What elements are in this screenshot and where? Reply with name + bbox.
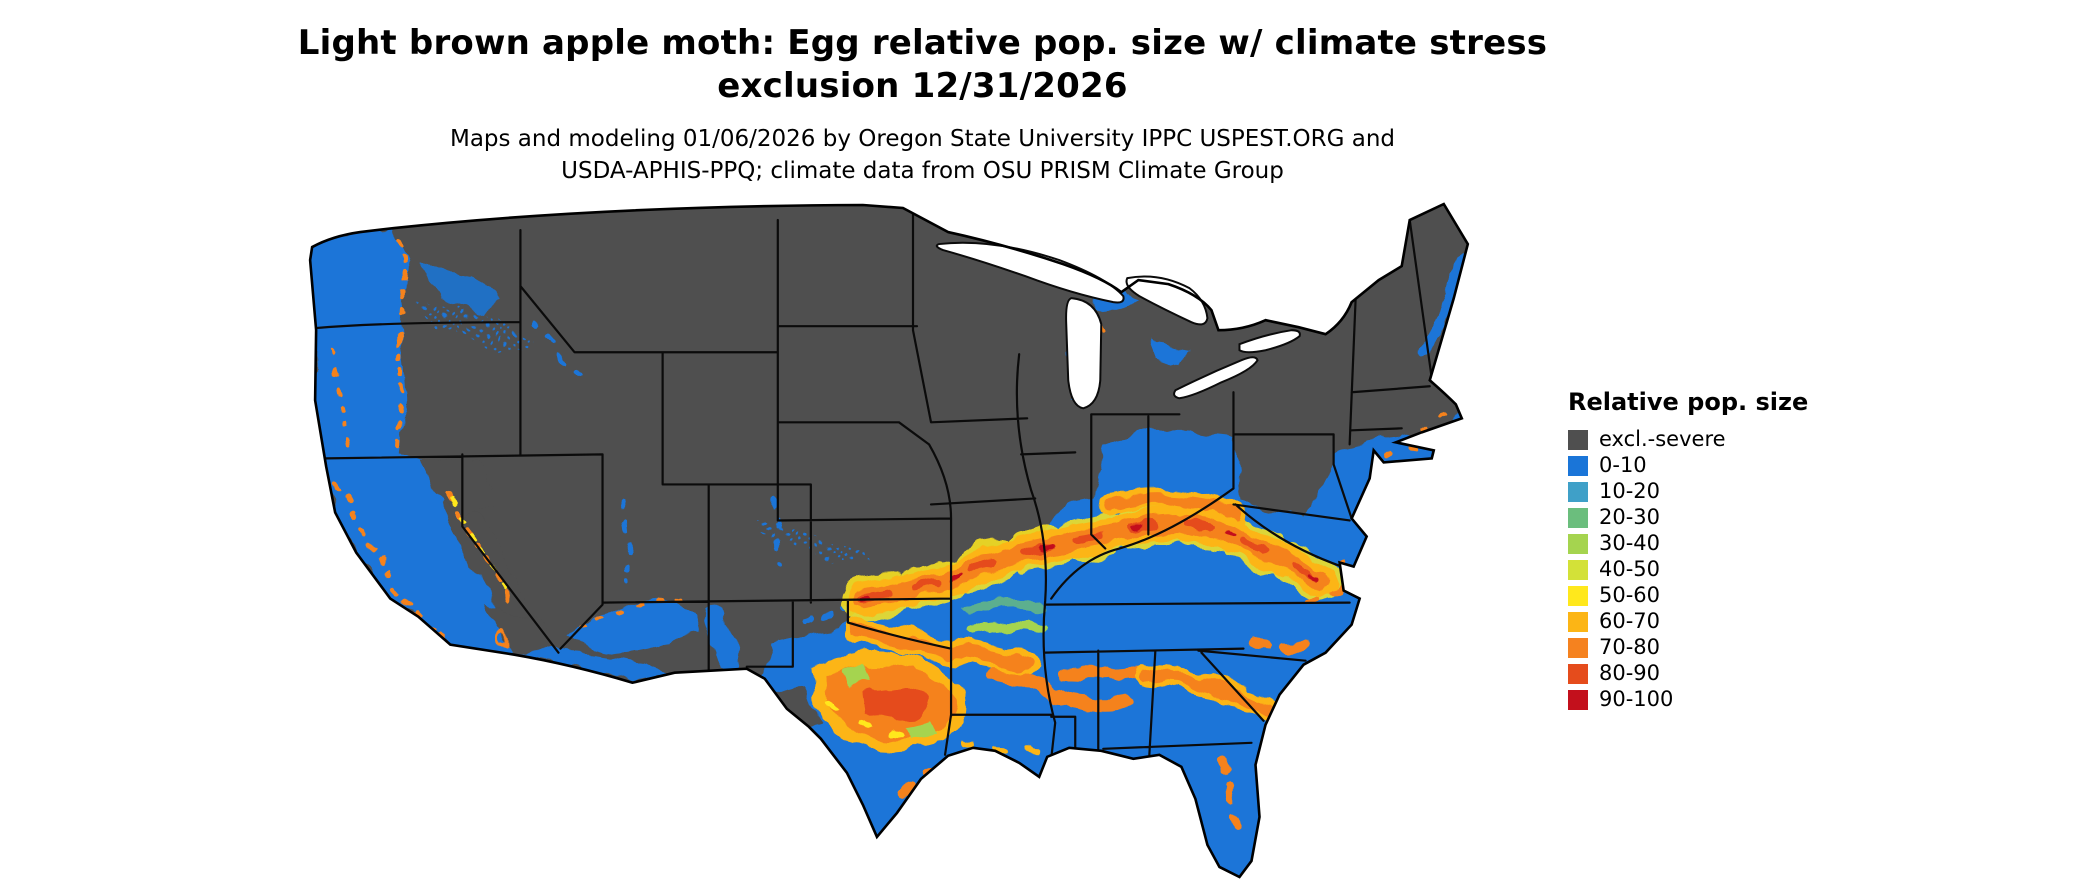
great-lakes xyxy=(935,241,1301,410)
figure-header: Light brown apple moth: Egg relative pop… xyxy=(0,22,1845,187)
legend-swatch xyxy=(1568,455,1588,476)
legend-swatch xyxy=(1568,507,1588,528)
subtitle-line-1: Maps and modeling 01/06/2026 by Oregon S… xyxy=(449,126,1396,152)
lake-erie xyxy=(1173,356,1259,400)
legend-swatch xyxy=(1568,429,1588,450)
legend-item: 80-90 xyxy=(1568,663,1808,684)
legend-label: 40-50 xyxy=(1599,557,1661,581)
legend-item: 50-60 xyxy=(1568,585,1808,606)
legend-item: 0-10 xyxy=(1568,455,1808,476)
legend-item: excl.-severe xyxy=(1568,429,1808,450)
lake-superior xyxy=(935,241,1125,304)
legend-label: 10-20 xyxy=(1599,479,1661,503)
legend-label: excl.-severe xyxy=(1599,427,1726,451)
state-borders xyxy=(313,206,1433,760)
legend-item: 30-40 xyxy=(1568,533,1808,554)
legend-label: 80-90 xyxy=(1599,661,1661,685)
figure-title: Light brown apple moth: Egg relative pop… xyxy=(0,22,1845,108)
map-legend: Relative pop. size excl.-severe 0-10 10-20… xyxy=(1568,388,1808,715)
legend-swatch xyxy=(1568,585,1588,606)
legend-item: 70-80 xyxy=(1568,637,1808,658)
legend-label: 90-100 xyxy=(1599,687,1674,711)
us-map xyxy=(308,202,1470,879)
legend-label: 20-30 xyxy=(1599,505,1661,529)
title-line-1: Light brown apple moth: Egg relative pop… xyxy=(297,23,1548,63)
legend-item: 10-20 xyxy=(1568,481,1808,502)
legend-swatch xyxy=(1568,481,1588,502)
lake-ontario xyxy=(1238,329,1301,354)
legend-items: excl.-severe 0-10 10-20 20-30 30-40 40-50 50-6… xyxy=(1568,429,1808,710)
legend-item: 90-100 xyxy=(1568,689,1808,710)
legend-label: 0-10 xyxy=(1599,453,1647,477)
legend-swatch xyxy=(1568,559,1588,580)
subtitle-line-2: USDA-APHIS-PPQ; climate data from OSU PR… xyxy=(561,158,1284,184)
legend-label: 50-60 xyxy=(1599,583,1661,607)
title-line-2: exclusion 12/31/2026 xyxy=(717,66,1128,106)
legend-swatch xyxy=(1568,637,1588,658)
legend-item: 20-30 xyxy=(1568,507,1808,528)
legend-item: 40-50 xyxy=(1568,559,1808,580)
lake-huron xyxy=(1125,275,1209,326)
legend-item: 60-70 xyxy=(1568,611,1808,632)
legend-label: 30-40 xyxy=(1599,531,1661,555)
legend-label: 60-70 xyxy=(1599,609,1661,633)
legend-title: Relative pop. size xyxy=(1568,388,1809,416)
legend-swatch xyxy=(1568,663,1588,684)
lake-michigan xyxy=(1065,297,1103,410)
figure-subtitle: Maps and modeling 01/06/2026 by Oregon S… xyxy=(0,123,1845,187)
legend-swatch xyxy=(1568,533,1588,554)
legend-swatch xyxy=(1568,689,1588,710)
legend-label: 70-80 xyxy=(1599,635,1661,659)
legend-swatch xyxy=(1568,611,1588,632)
